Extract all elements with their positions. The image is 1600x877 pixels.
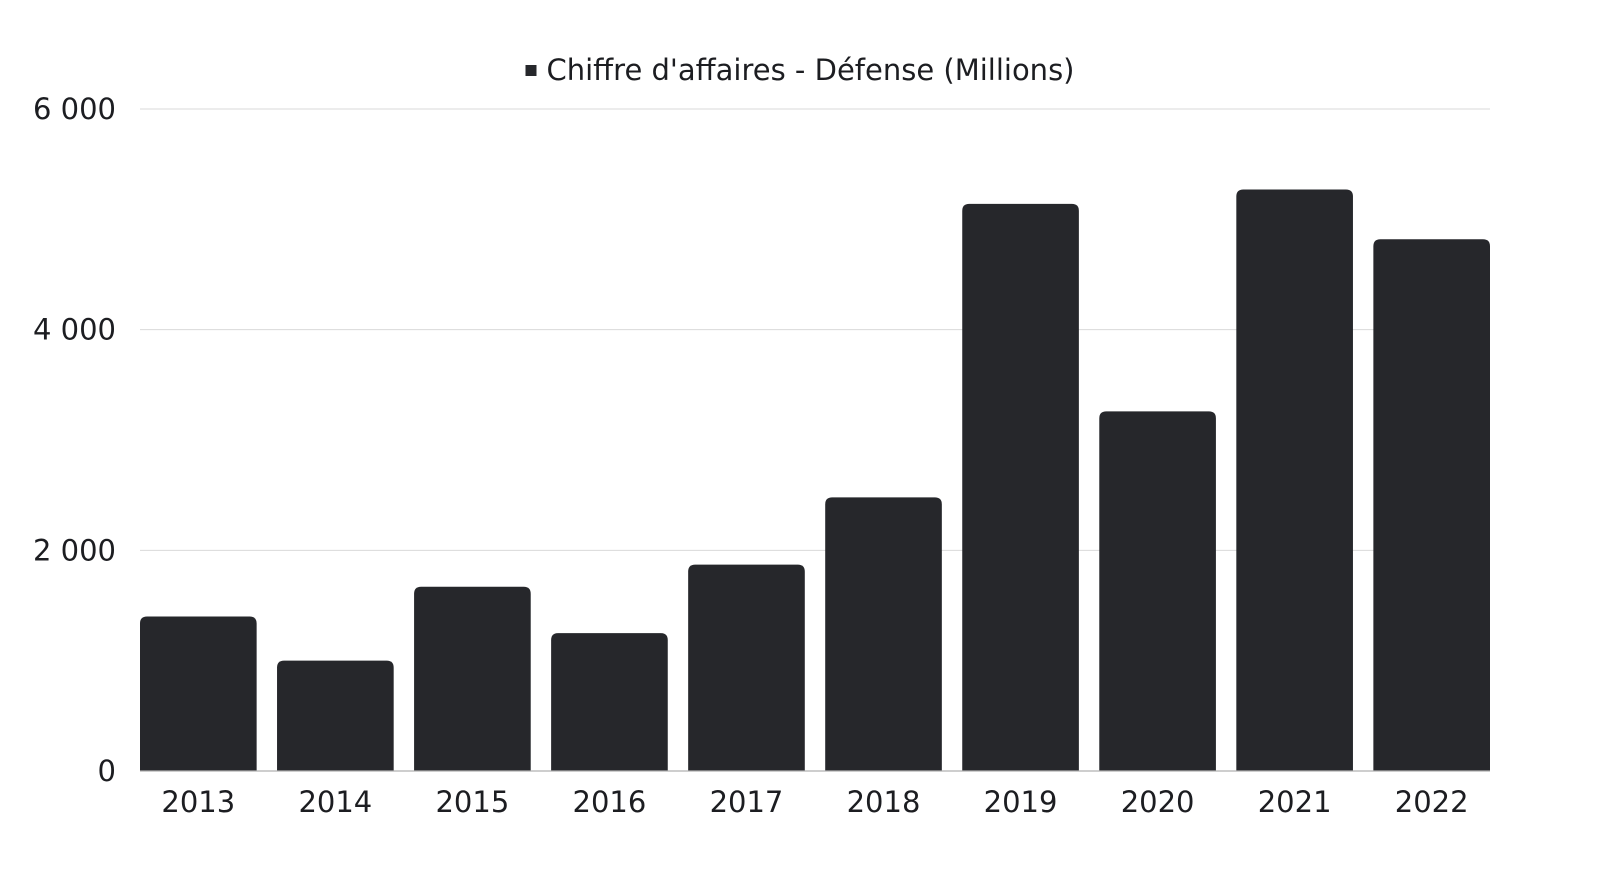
x-tick-label: 2017 [710,785,784,819]
y-tick-label: 0 [98,754,116,788]
bar-2014 [277,660,394,771]
bar-2020 [1099,411,1216,771]
x-axis-ticks: 2013 2014 2015 2016 2017 2018 2019 2020 2021 2022 [161,785,1468,819]
x-tick-label: 2021 [1258,785,1332,819]
legend: Chiffre d'affaires - Défense (Millions) [525,53,1075,87]
bar-2019 [962,203,1079,772]
x-tick-label: 2020 [1121,785,1195,819]
x-tick-label: 2019 [984,785,1058,819]
x-tick-label: 2022 [1395,785,1469,819]
legend-swatch [525,65,537,76]
x-tick-label: 2016 [573,785,647,819]
y-tick-label: 6 000 [33,92,116,126]
legend-label: Chiffre d'affaires - Défense (Millions) [547,53,1075,87]
bar-2018 [825,497,942,771]
y-axis-ticks: 0 2 000 4 000 6 000 [33,92,116,788]
bar-2022 [1373,239,1490,771]
y-tick-label: 2 000 [33,533,116,567]
x-tick-label: 2015 [435,785,509,819]
bar-2013 [140,616,257,771]
bar-2017 [688,564,805,771]
y-tick-label: 4 000 [33,313,116,347]
bar-2016 [551,633,668,771]
x-tick-label: 2014 [298,785,372,819]
bar-2021 [1236,189,1353,771]
bars [140,189,1490,772]
bar-2015 [414,586,531,771]
x-tick-label: 2018 [847,785,921,819]
x-tick-label: 2013 [161,785,235,819]
